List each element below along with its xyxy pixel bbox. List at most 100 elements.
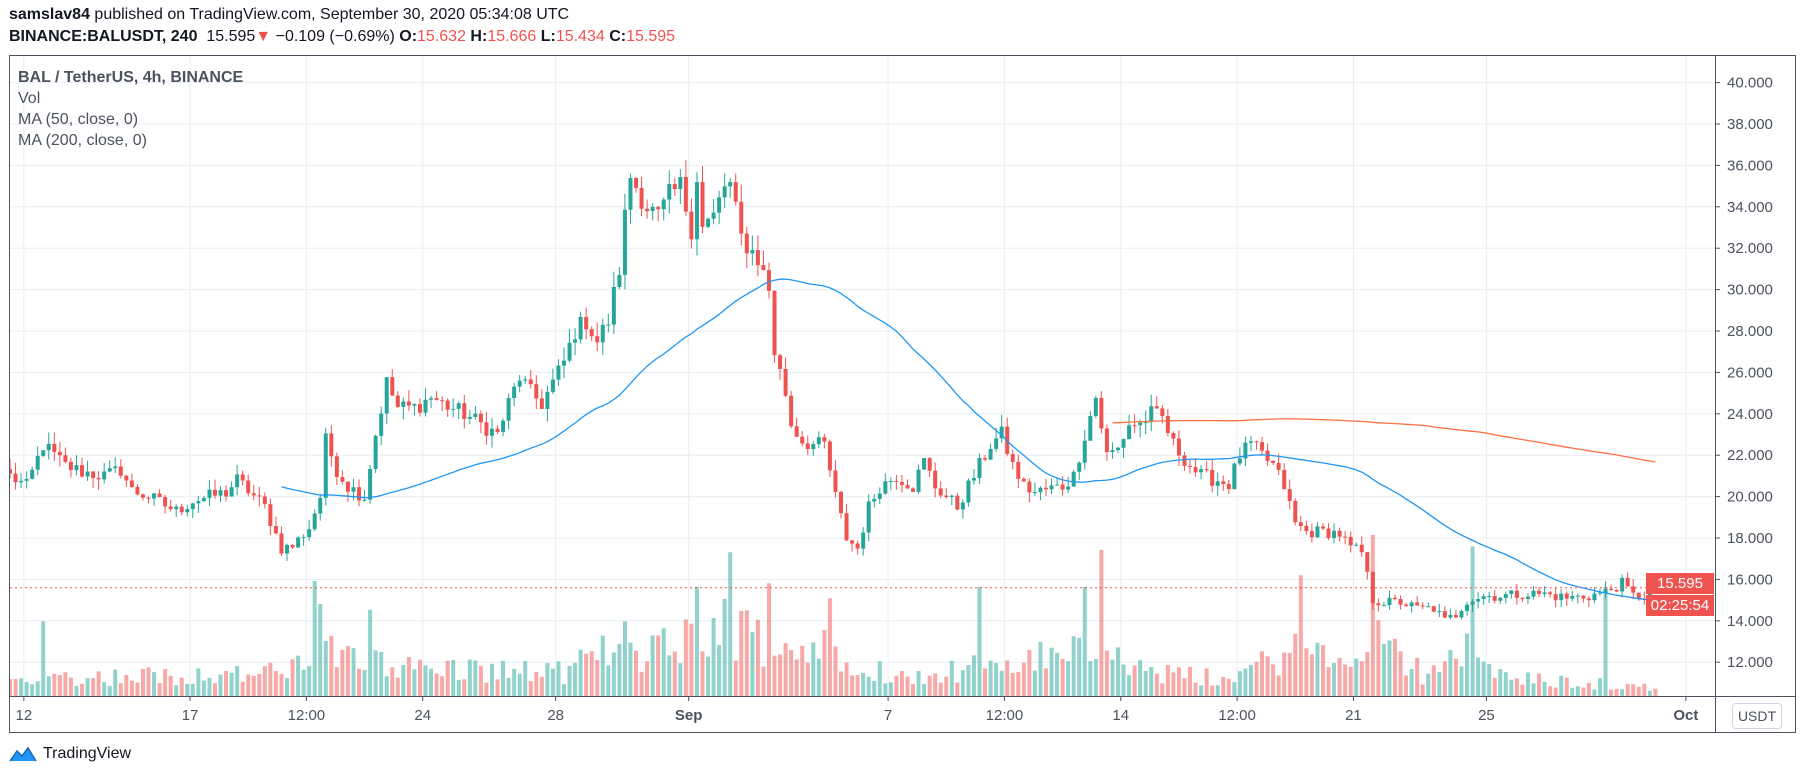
- volume-bar: [1232, 682, 1237, 696]
- candle-body: [57, 451, 62, 456]
- candle-body: [46, 443, 51, 451]
- candle-body: [1503, 594, 1508, 598]
- candle-body: [1038, 487, 1043, 493]
- candle-body: [999, 426, 1004, 439]
- candle-body: [650, 206, 655, 212]
- candle-body: [1492, 596, 1497, 601]
- volume-bar: [700, 651, 705, 696]
- legend-ma200[interactable]: MA (200, close, 0): [18, 132, 147, 149]
- volume-bar: [977, 586, 982, 696]
- candle-body: [1332, 530, 1337, 539]
- volume-bar: [273, 671, 278, 696]
- candle-body: [357, 487, 362, 501]
- candle-body: [52, 443, 57, 452]
- candle-body: [467, 416, 472, 419]
- volume-bar: [711, 618, 716, 696]
- candle-body: [1199, 469, 1204, 473]
- x-tick-label: Sep: [675, 707, 703, 724]
- candle-body: [1165, 415, 1170, 434]
- candle-body: [1393, 597, 1397, 599]
- volume-bar: [19, 678, 24, 696]
- down-arrow-icon: ▼: [255, 28, 272, 45]
- candle-body: [1509, 590, 1514, 595]
- volume-bar: [766, 583, 771, 696]
- candle-body: [766, 270, 771, 291]
- candle-body: [1603, 588, 1608, 593]
- candle-body: [861, 532, 866, 549]
- candle-body: [1570, 595, 1575, 599]
- candle-body: [661, 199, 666, 210]
- volume-bar: [706, 656, 711, 696]
- candle-body: [1043, 487, 1048, 490]
- volume-bar: [1088, 661, 1093, 696]
- candle-body: [207, 489, 212, 498]
- candle-body: [1326, 528, 1331, 539]
- x-tick-label: 12:00: [1218, 707, 1256, 724]
- candle-body: [1027, 481, 1032, 493]
- volume-bar: [35, 681, 40, 696]
- candle-body: [944, 495, 949, 498]
- volume-bar: [761, 666, 766, 696]
- candle-body: [484, 422, 489, 436]
- legend-vol[interactable]: Vol: [18, 90, 41, 107]
- volume-bar: [1509, 679, 1514, 696]
- volume-bar: [235, 665, 240, 696]
- candle-body: [201, 497, 206, 502]
- candle-body: [728, 182, 733, 187]
- volume-bar: [1176, 667, 1181, 696]
- volume-bar: [872, 680, 877, 696]
- volume-bar: [1188, 666, 1193, 696]
- volume-bar: [1420, 684, 1425, 696]
- volume-bar: [794, 659, 799, 696]
- volume-bar: [1559, 675, 1564, 696]
- candle-body: [345, 481, 350, 492]
- volume-bar: [988, 660, 993, 696]
- candle-body: [783, 368, 788, 396]
- candle-body: [296, 537, 301, 548]
- x-tick-label: 17: [182, 707, 199, 724]
- volume-bar: [1099, 549, 1104, 696]
- volume-bar: [994, 663, 999, 696]
- tradingview-logo[interactable]: TradingView: [9, 745, 131, 763]
- candle-body: [229, 487, 234, 497]
- volume-bar: [584, 653, 589, 696]
- volume-bar: [1248, 664, 1253, 696]
- volume-bar: [307, 666, 312, 696]
- candle-body: [672, 184, 677, 189]
- candle-body: [983, 458, 988, 460]
- legend-title[interactable]: BAL / TetherUS, 4h, BINANCE: [18, 69, 244, 86]
- currency-button[interactable]: USDT: [1732, 703, 1782, 729]
- candle-body: [1348, 536, 1353, 546]
- open-label: O:: [399, 28, 418, 45]
- x-tick-label: 12:00: [288, 707, 326, 724]
- candle-body: [1116, 447, 1120, 451]
- candle-body: [140, 494, 145, 498]
- candle-body: [656, 206, 661, 210]
- volume-bar: [1138, 660, 1143, 696]
- candle-body: [24, 478, 29, 481]
- candle-body: [816, 437, 821, 445]
- candle-body: [434, 398, 439, 401]
- candle-body: [373, 435, 378, 469]
- candle-body: [456, 403, 461, 409]
- candle-body: [451, 408, 456, 410]
- volume-bar: [1359, 661, 1364, 696]
- y-tick-label: 28.000: [1727, 323, 1773, 340]
- candle-body: [1049, 485, 1054, 490]
- y-tick-label: 32.000: [1727, 240, 1773, 257]
- volume-bar: [368, 609, 373, 696]
- candle-body: [224, 490, 229, 497]
- legend-ma50[interactable]: MA (50, close, 0): [18, 111, 139, 128]
- candle-body: [1055, 484, 1060, 486]
- candle-body: [462, 403, 467, 419]
- volume-bar: [733, 660, 738, 696]
- price-change: −0.109 (−0.69%): [275, 28, 395, 45]
- volume-bar: [174, 685, 179, 696]
- candle-body: [911, 488, 916, 492]
- volume-bar: [456, 679, 461, 696]
- author[interactable]: samslav84: [9, 6, 90, 23]
- candle-body: [1376, 603, 1381, 606]
- ma50-line: [281, 278, 1656, 600]
- volume-bar: [373, 650, 378, 696]
